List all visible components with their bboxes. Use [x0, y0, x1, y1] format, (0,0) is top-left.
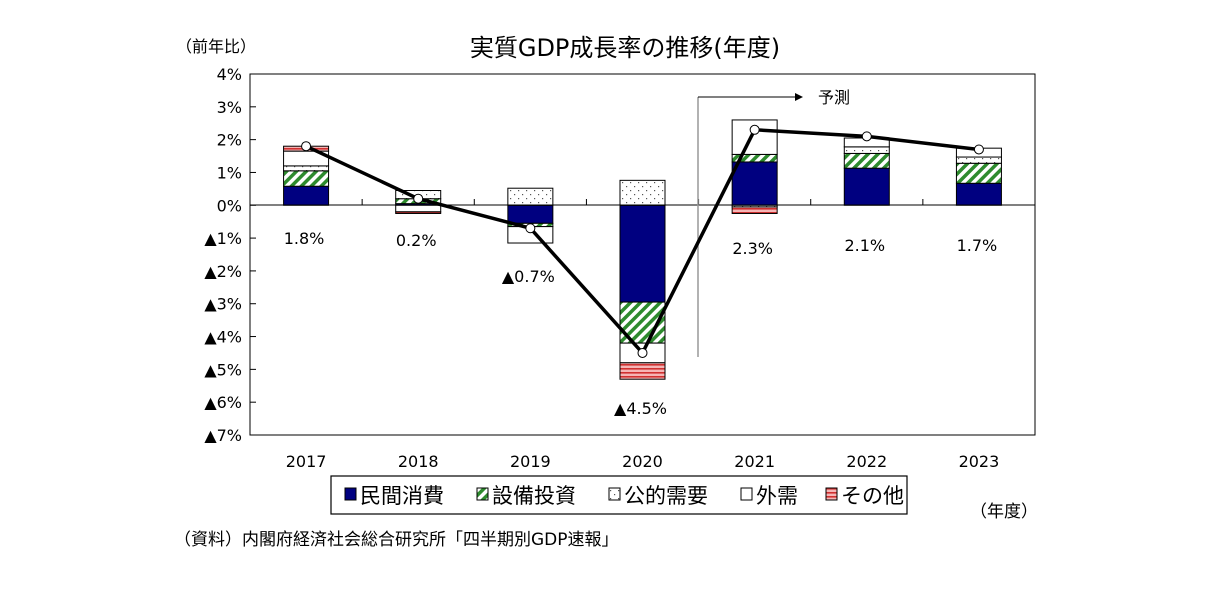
y-tick-label: 1%	[217, 163, 242, 182]
bar-2023-series-0	[955, 182, 1002, 206]
bar-2017-series-0	[283, 185, 330, 206]
y-tick-label: ▲4%	[204, 328, 242, 347]
x-tick-label: 2019	[510, 452, 551, 471]
bar-2022-series-1	[843, 152, 890, 169]
y-tick-label: ▲5%	[204, 360, 242, 379]
forecast-marker: 予測	[697, 88, 850, 357]
y-tick-label: ▲1%	[204, 229, 242, 248]
x-tick-label: 2023	[959, 452, 1000, 471]
y-tick-label: ▲6%	[204, 393, 242, 412]
legend-label-2: 公的需要	[624, 484, 708, 508]
legend-label-4: その他	[841, 484, 904, 508]
bar-2020-series-4	[619, 362, 666, 380]
legend-swatch-0	[344, 487, 357, 501]
legend-swatch-2	[608, 487, 621, 501]
x-tick-label: 2018	[398, 452, 439, 471]
y-axis-label: （前年比）	[176, 37, 256, 56]
y-tick-label: 4%	[217, 65, 242, 84]
bar-2023-series-1	[955, 162, 1002, 184]
y-tick-label: ▲2%	[204, 262, 242, 281]
y-tick-label: 0%	[217, 196, 242, 215]
legend-label-3: 外需	[756, 484, 798, 508]
data-label-2022: 2.1%	[844, 236, 885, 255]
legend-label-1: 設備投資	[492, 484, 576, 508]
y-tick-label: 2%	[217, 131, 242, 150]
bar-2021-series-0	[731, 161, 778, 206]
bar-2019-series-0	[507, 204, 554, 224]
forecast-label: 予測	[818, 88, 850, 107]
data-label-2020: ▲4.5%	[614, 399, 667, 418]
legend-swatch-1	[476, 487, 489, 501]
total-point-2019	[525, 223, 536, 234]
bar-2020-series-0	[619, 204, 666, 303]
chart-title: 実質GDP成長率の推移(年度)	[470, 34, 780, 62]
total-point-2017	[301, 141, 312, 152]
x-tick-label: 2021	[734, 452, 775, 471]
x-tick-label: 2022	[846, 452, 887, 471]
source-note: （資料）内閣府経済社会総合研究所「四半期別GDP速報」	[174, 530, 619, 550]
legend-label-0: 民間消費	[360, 484, 444, 508]
data-label-2023: 1.7%	[957, 236, 998, 255]
data-label-2021: 2.3%	[732, 239, 773, 258]
y-tick-label: 3%	[217, 98, 242, 117]
total-point-2022	[861, 131, 872, 142]
x-tick-label: 2017	[286, 452, 327, 471]
bar-2019-series-2	[507, 187, 554, 206]
plot-area	[249, 73, 1036, 436]
total-point-2020	[637, 347, 648, 358]
bar-2020-series-2	[619, 179, 666, 206]
legend: 民間消費 設備投資 公的需要 外需 その他	[330, 475, 908, 515]
x-axis-unit: （年度）	[970, 502, 1038, 522]
data-label-2017: 1.8%	[284, 229, 325, 248]
bar-2023-series-2	[955, 156, 1002, 164]
total-point-2018	[413, 193, 424, 204]
legend-swatch-4	[825, 487, 838, 501]
bar-2022-series-2	[843, 146, 890, 154]
bar-2022-series-0	[843, 167, 890, 206]
bar-2021-series-4	[731, 206, 778, 214]
bar-2017-series-2	[283, 165, 330, 172]
data-label-2018: 0.2%	[396, 231, 437, 250]
bar-2018-series-4	[395, 211, 442, 214]
y-tick-label: ▲7%	[204, 426, 242, 445]
total-point-2021	[749, 124, 760, 135]
total-point-2023	[973, 144, 984, 155]
legend-swatch-3	[740, 487, 753, 501]
bar-2018-series-3	[395, 204, 442, 213]
arrow-right-icon	[795, 93, 803, 101]
x-tick-label: 2020	[622, 452, 663, 471]
data-label-2019: ▲0.7%	[502, 267, 555, 286]
bar-2017-series-1	[283, 170, 330, 187]
y-tick-label: ▲3%	[204, 295, 242, 314]
